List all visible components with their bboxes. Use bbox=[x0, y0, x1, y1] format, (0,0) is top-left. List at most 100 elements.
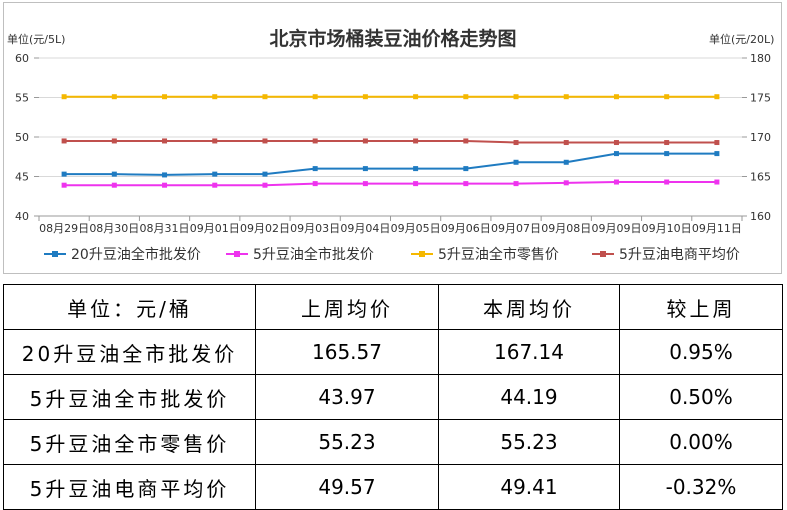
data-point bbox=[212, 182, 218, 188]
data-point bbox=[714, 179, 720, 185]
this-week-value: 49.41 bbox=[438, 464, 620, 510]
last-week-value: 165.57 bbox=[255, 329, 439, 375]
chart-title: 北京市场桶装豆油价格走势图 bbox=[269, 27, 516, 50]
data-point bbox=[162, 138, 168, 144]
data-point bbox=[111, 94, 117, 100]
change-value: 0.50% bbox=[619, 374, 783, 420]
data-point bbox=[413, 138, 419, 144]
data-point bbox=[212, 94, 218, 100]
data-point bbox=[212, 138, 218, 144]
change-value: 0.00% bbox=[619, 419, 783, 465]
data-point bbox=[162, 172, 168, 178]
x-tick-label: 09月05日 bbox=[391, 222, 441, 235]
y-tick-label-right: 170 bbox=[750, 131, 771, 144]
y-tick-label-left: 50 bbox=[15, 131, 29, 144]
data-point bbox=[212, 171, 218, 177]
y-tick-label-right: 165 bbox=[750, 171, 771, 184]
legend-label: 5升豆油全市零售价 bbox=[438, 246, 559, 263]
data-point bbox=[714, 140, 720, 146]
x-tick-label: 08月31日 bbox=[140, 222, 190, 235]
legend-swatch-marker bbox=[419, 251, 425, 257]
table-row: 5升豆油全市批发价 43.97 44.19 0.50% bbox=[3, 374, 783, 420]
data-point bbox=[162, 94, 168, 100]
data-point bbox=[262, 138, 268, 144]
last-week-value: 43.97 bbox=[255, 374, 439, 420]
data-point bbox=[563, 180, 569, 186]
data-point bbox=[61, 138, 67, 144]
data-point bbox=[262, 171, 268, 177]
data-point bbox=[61, 171, 67, 177]
data-point bbox=[61, 94, 67, 100]
row-label: 5升豆油电商平均价 bbox=[3, 464, 256, 510]
header-last-week: 上周均价 bbox=[255, 284, 439, 330]
data-point bbox=[262, 182, 268, 188]
data-point bbox=[463, 166, 469, 172]
row-label: 5升豆油全市批发价 bbox=[3, 374, 256, 420]
data-point bbox=[664, 94, 670, 100]
x-tick-label: 09月01日 bbox=[190, 222, 240, 235]
data-point bbox=[513, 159, 519, 165]
data-point bbox=[664, 140, 670, 146]
data-point bbox=[362, 181, 368, 187]
data-point bbox=[613, 151, 619, 157]
x-tick-label: 09月08日 bbox=[541, 222, 591, 235]
data-point bbox=[613, 140, 619, 146]
legend-swatch-marker bbox=[600, 251, 606, 257]
data-point bbox=[513, 94, 519, 100]
row-label: 5升豆油全市零售价 bbox=[3, 419, 256, 465]
x-tick-label: 08月30日 bbox=[89, 222, 139, 235]
x-tick-label: 09月09日 bbox=[591, 222, 641, 235]
header-this-week: 本周均价 bbox=[438, 284, 620, 330]
data-point bbox=[513, 181, 519, 187]
row-label: 20升豆油全市批发价 bbox=[3, 329, 256, 375]
this-week-value: 167.14 bbox=[438, 329, 620, 375]
data-point bbox=[563, 140, 569, 146]
data-point bbox=[312, 181, 318, 187]
x-tick-label: 09月03日 bbox=[290, 222, 340, 235]
legend-label: 20升豆油全市批发价 bbox=[71, 246, 201, 263]
change-value: -0.32% bbox=[619, 464, 783, 510]
data-point bbox=[563, 94, 569, 100]
price-line-chart: 北京市场桶装豆油价格走势图 单位(元/5L) 单位(元/20L) 40 45 50 55 60… bbox=[7, 27, 774, 263]
data-point bbox=[312, 94, 318, 100]
series-line-2 bbox=[64, 181, 717, 187]
data-point bbox=[664, 179, 670, 185]
x-tick-label: 09月07日 bbox=[491, 222, 541, 235]
data-point bbox=[262, 94, 268, 100]
data-point bbox=[111, 138, 117, 144]
x-tick-label: 09月11日 bbox=[692, 222, 742, 235]
data-point bbox=[463, 138, 469, 144]
table-row: 5升豆油全市零售价 55.23 55.23 0.00% bbox=[3, 419, 783, 465]
y-tick-label-left: 60 bbox=[15, 52, 29, 65]
data-point bbox=[413, 166, 419, 172]
data-point bbox=[513, 140, 519, 146]
this-week-value: 44.19 bbox=[438, 374, 620, 420]
left-axis-unit: 单位(元/5L) bbox=[7, 32, 65, 46]
header-unit: 单位：元/桶 bbox=[3, 284, 256, 330]
legend-swatch-marker bbox=[52, 251, 58, 257]
y-tick-label-left: 55 bbox=[15, 92, 29, 105]
table-row: 5升豆油电商平均价 49.57 49.41 -0.32% bbox=[3, 464, 783, 510]
data-point bbox=[413, 94, 419, 100]
x-tick-label: 09月10日 bbox=[642, 222, 692, 235]
table-row: 20升豆油全市批发价 165.57 167.14 0.95% bbox=[3, 329, 783, 375]
change-value: 0.95% bbox=[619, 329, 783, 375]
table-header-row: 单位：元/桶 上周均价 本周均价 较上周 bbox=[3, 284, 783, 330]
y-tick-label-right: 175 bbox=[750, 92, 771, 105]
last-week-value: 49.57 bbox=[255, 464, 439, 510]
price-comparison-table: 单位：元/桶 上周均价 本周均价 较上周 20升豆油全市批发价 165.57 1… bbox=[3, 284, 783, 510]
data-point bbox=[111, 171, 117, 177]
data-point bbox=[714, 94, 720, 100]
data-point bbox=[362, 138, 368, 144]
data-point bbox=[61, 182, 67, 188]
data-point bbox=[714, 151, 720, 157]
x-tick-label: 09月02日 bbox=[240, 222, 290, 235]
x-tick-label: 09月04日 bbox=[340, 222, 390, 235]
data-point bbox=[312, 166, 318, 172]
data-point bbox=[362, 94, 368, 100]
x-tick-label: 09月06日 bbox=[441, 222, 491, 235]
data-point bbox=[111, 182, 117, 188]
right-axis-unit: 单位(元/20L) bbox=[709, 32, 774, 46]
data-point bbox=[463, 181, 469, 187]
data-point bbox=[162, 182, 168, 188]
